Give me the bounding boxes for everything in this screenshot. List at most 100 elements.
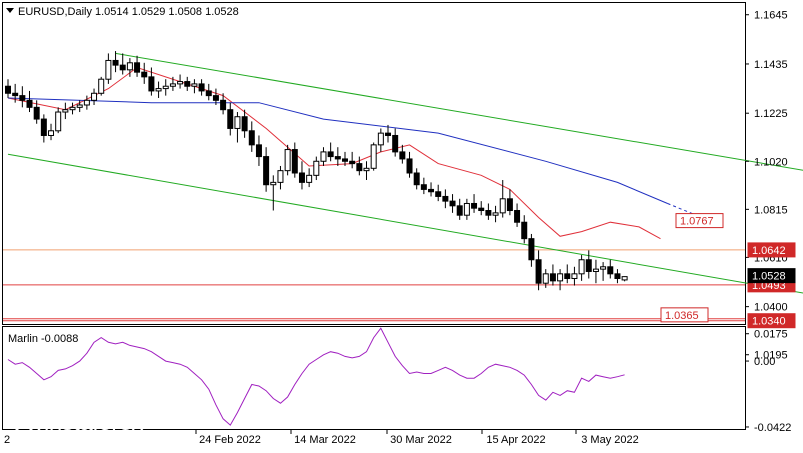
candle-body [456, 205, 463, 216]
candle-body [248, 130, 255, 146]
candle-body [148, 76, 155, 92]
candle-body [621, 276, 628, 281]
candle-body [442, 195, 449, 202]
candle-body [492, 212, 499, 216]
marlin-line [7, 327, 625, 426]
candle-body [155, 88, 162, 92]
candle-body [191, 83, 198, 87]
candle-body [413, 172, 420, 186]
price-axis: 1.16451.14351.12251.10201.08151.06101.04… [745, 10, 791, 434]
candle-body [241, 116, 248, 132]
date-label-partial: 2 [4, 434, 10, 446]
candle-body [12, 92, 19, 97]
candle-body [141, 71, 148, 78]
candle-body [614, 273, 621, 280]
candle-body [19, 95, 26, 101]
candle-body [506, 198, 513, 212]
candle-body [399, 151, 406, 160]
candle-body [535, 259, 542, 284]
candle-body [571, 273, 578, 280]
candle-body [313, 160, 320, 176]
candle-body [255, 144, 262, 158]
main-pane-frame [2, 2, 746, 325]
last-price-badge: 1.0528 [752, 271, 786, 283]
candle-body [134, 62, 141, 73]
fast-ma-line [7, 66, 661, 240]
date-label: 15 Apr 2022 [486, 434, 545, 446]
candle-body [607, 266, 614, 275]
candle-body [463, 202, 470, 216]
candle-body [33, 106, 40, 120]
candle-body [306, 174, 313, 183]
logo-tagline: Instant Forex Trading [46, 437, 141, 448]
candle-body [356, 163, 363, 172]
date-label: 30 Mar 2022 [390, 434, 452, 446]
candle-body [26, 99, 33, 108]
price-tick-label: 1.1225 [754, 108, 788, 120]
candle-body [220, 99, 227, 111]
candle-body [564, 273, 571, 280]
candle-body [327, 151, 334, 158]
logo-emblem-icon [7, 413, 41, 447]
slow-ma-line [7, 97, 668, 204]
candle-body [184, 81, 191, 87]
candle-body [55, 111, 62, 132]
candle-body [585, 259, 592, 272]
trend-channel [7, 52, 803, 294]
candle-body [600, 266, 607, 270]
candle-body [370, 144, 377, 169]
osc-tick-label: 0.00 [754, 356, 775, 368]
candle-body [420, 184, 427, 190]
candle-body [557, 273, 564, 282]
candle-body [205, 90, 212, 97]
candle-body [592, 268, 599, 272]
candle-body [119, 64, 126, 71]
indicator-label: Marlin -0.0088 [8, 333, 78, 345]
level-label-1-0365-box [660, 307, 709, 323]
indicator-pane-frame [2, 326, 746, 430]
level-label-1-0767: 1.0767 [680, 216, 714, 228]
level-label-1-0767-box [675, 213, 724, 229]
candle-body [234, 116, 241, 129]
candlesticks [5, 51, 628, 291]
candle-body [471, 202, 478, 209]
candle-body [521, 221, 528, 240]
price-tick-label: 1.0400 [754, 302, 788, 314]
level-label-1-0340-box [747, 313, 796, 329]
candle-body [227, 109, 234, 129]
candle-body [177, 81, 184, 85]
channel-upper-line [115, 52, 803, 171]
candle-body [112, 59, 119, 66]
candle-body [334, 156, 341, 160]
candle-body [449, 200, 456, 207]
price-tick-label: 1.0815 [754, 204, 788, 216]
candle-body [528, 238, 535, 261]
candle-body [341, 158, 348, 162]
candle-body [385, 132, 392, 136]
candle-body [169, 83, 176, 87]
ohlc-values: 1.0514 1.0529 1.0508 1.0528 [95, 6, 239, 18]
date-label: 3 May 2022 [581, 434, 638, 446]
level-label-1-0340: 1.0340 [752, 316, 786, 328]
candle-body [212, 95, 219, 101]
candle-body [126, 62, 133, 71]
candle-body [363, 167, 370, 172]
dropdown-triangle-icon[interactable] [6, 8, 14, 13]
instaforex-logo: instaforex Instant Forex Trading [0, 407, 180, 453]
candle-body [428, 188, 435, 193]
candle-body [76, 104, 83, 108]
candle-body [162, 85, 169, 90]
candle-body [349, 160, 356, 165]
candle-body [91, 92, 98, 101]
candle-body [320, 151, 327, 162]
level-label-1-0642-box [747, 242, 796, 258]
level-label-1-0365: 1.0365 [665, 310, 699, 322]
candle-body [40, 118, 47, 136]
candle-body [62, 109, 69, 113]
candle-body [542, 273, 549, 284]
last-price-badge-box [747, 268, 796, 284]
candle-body [514, 210, 521, 223]
symbol-label: EURUSD,Daily [18, 6, 92, 18]
